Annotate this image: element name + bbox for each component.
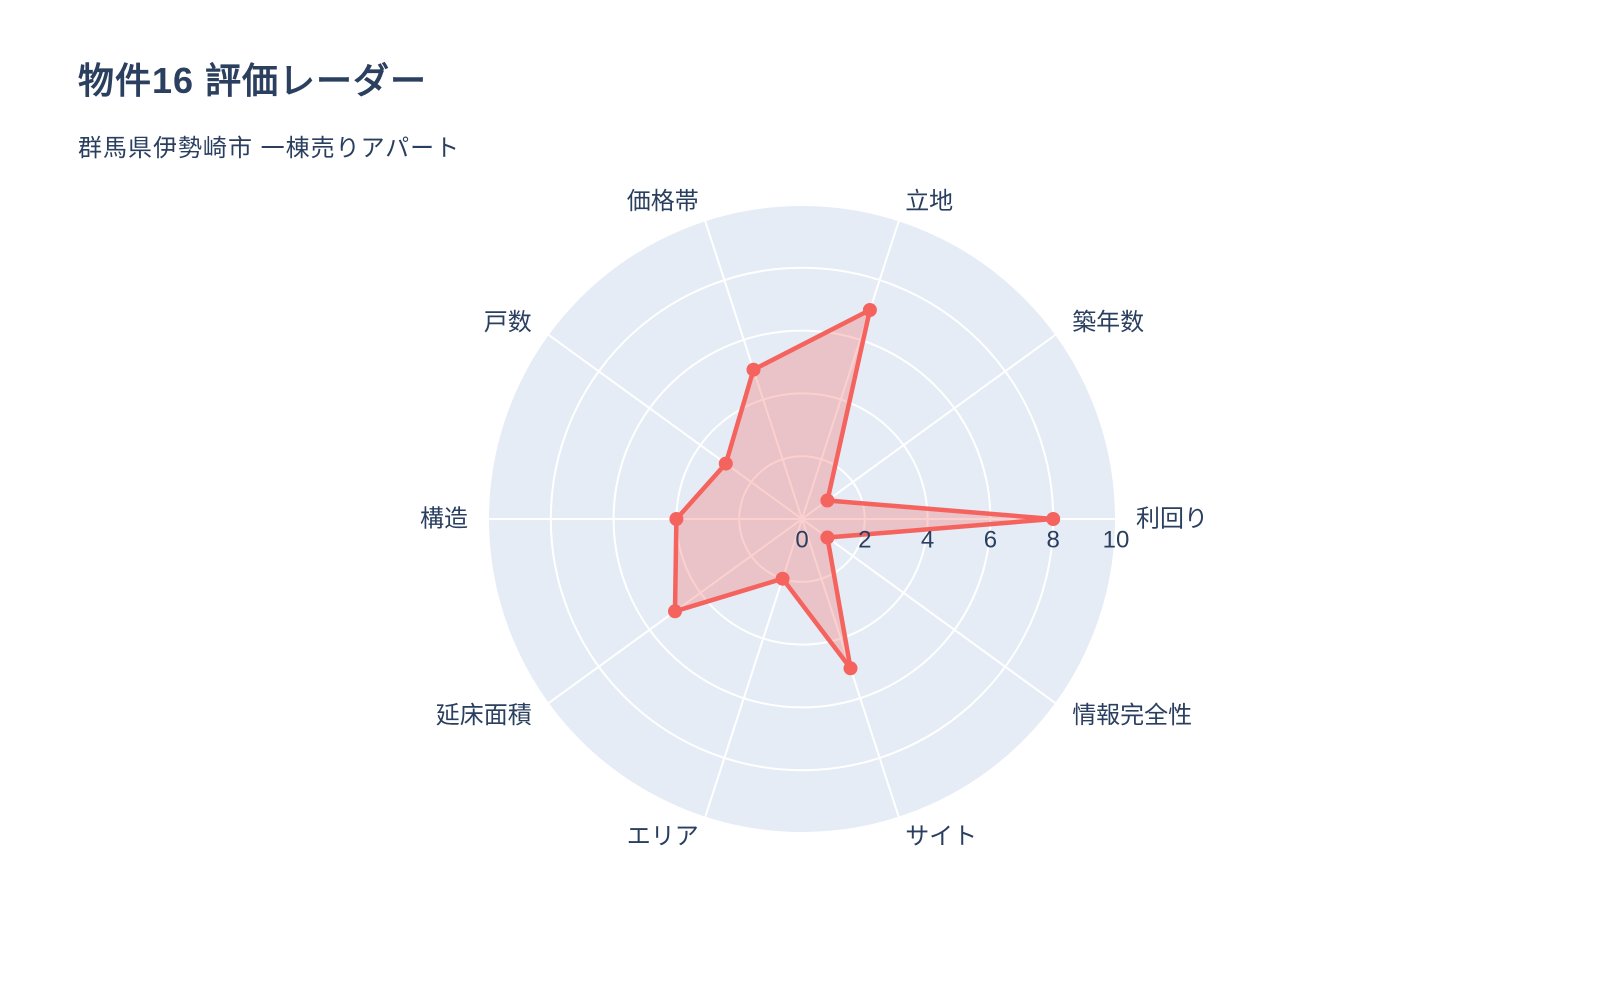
axis-label: 価格帯 <box>627 188 699 215</box>
radial-tick-label: 4 <box>921 527 934 554</box>
axis-label: エリア <box>627 823 699 850</box>
radar-point <box>775 571 790 586</box>
radial-tick-label: 8 <box>1047 527 1060 554</box>
radar-point <box>669 512 684 526</box>
axis-label: 延床面積 <box>436 702 532 729</box>
axis-label: 利回り <box>1136 506 1208 533</box>
radar-point <box>820 493 835 508</box>
axis-label: 築年数 <box>1072 309 1144 336</box>
spoke-line <box>801 333 1057 520</box>
radar-point <box>1046 512 1061 526</box>
radar-point <box>820 530 835 545</box>
radar-point <box>668 604 682 619</box>
spoke-line <box>801 518 1057 705</box>
page-title: 物件16 評価レーダー <box>78 60 428 101</box>
axis-label: 立地 <box>905 188 953 215</box>
radar-point <box>862 303 877 317</box>
axis-label: 戸数 <box>484 309 532 336</box>
spoke-line <box>547 333 803 520</box>
radial-tick-label: 2 <box>858 527 871 554</box>
axis-label: 構造 <box>420 506 468 533</box>
spoke-line <box>704 518 803 818</box>
radar-point <box>843 661 858 676</box>
radial-tick-label: 0 <box>795 527 808 554</box>
radar-point <box>746 362 761 377</box>
axis-label: 情報完全性 <box>1072 702 1192 729</box>
radar-point <box>718 456 733 471</box>
page-subtitle: 群馬県伊勢崎市 一棟売りアパート <box>78 135 461 162</box>
radial-tick-label: 6 <box>984 527 997 554</box>
axis-label: サイト <box>905 823 977 850</box>
radial-tick-label: 10 <box>1103 527 1130 554</box>
spoke-line <box>801 220 900 520</box>
